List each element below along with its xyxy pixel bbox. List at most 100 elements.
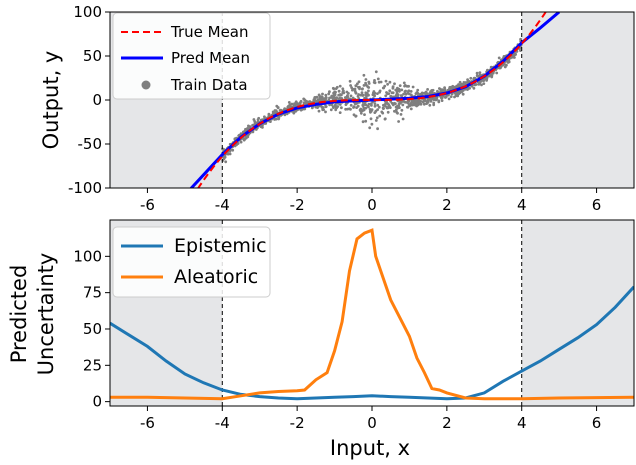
train-data-point [375,116,379,120]
train-data-point [348,79,352,83]
train-data-point [400,88,404,92]
train-data-point [327,92,331,96]
train-data-point [303,107,307,111]
train-data-point [403,90,407,94]
train-data-point [386,102,390,106]
train-data-point [381,106,385,110]
train-data-point [330,95,334,99]
train-data-point [356,94,360,98]
y-tick-label: -100 [68,179,102,197]
train-data-point [324,93,328,97]
train-data-point [475,74,479,78]
train-data-point [321,106,325,109]
train-data-point [384,94,388,98]
train-data-point [437,99,441,103]
train-data-point [432,101,436,105]
y-tick-label: 0 [92,91,102,109]
epistemic-line [110,285,634,401]
train-data-point [406,105,410,109]
train-data-point [380,110,384,114]
train-data-point [342,89,345,93]
train-data-point [473,76,477,80]
train-data-point [409,107,413,111]
train-data-point [312,99,316,102]
legend-aleatoric-label: Aleatoric [174,266,258,288]
bottom-x-ticks: -6 -4 -2 0 2 4 6 [140,406,601,432]
y-tick-label: 100 [73,3,102,21]
x-tick-label: 6 [592,196,602,214]
train-data-point [458,80,462,84]
train-data-point [349,103,353,107]
bottom-ood-right-region [521,220,634,406]
train-data-point [248,125,252,128]
y-tick-label: 50 [83,320,102,338]
x-tick-label: 6 [592,414,602,432]
train-data-point [394,95,397,98]
bottom-panel: -6 -4 -2 0 2 4 6 0 25 50 75 100 Predicted Uncertai… [7,219,635,460]
train-data-point [388,106,392,109]
train-data-point [480,83,483,87]
train-data-point [359,111,363,115]
y-tick-label: 0 [92,393,102,411]
train-data-point [362,73,366,77]
train-data-point [449,95,453,98]
train-data-point [333,92,337,96]
train-data-point [438,87,441,90]
train-data-point [393,82,396,86]
train-data-point [224,160,228,164]
train-data-point [439,90,443,93]
train-data-point [373,102,377,105]
train-data-point [367,80,371,84]
train-data-point [370,104,373,107]
train-data-point [358,87,361,91]
train-data-point [402,92,405,96]
train-data-point [402,81,406,85]
train-data-point [354,114,358,118]
train-data-point [466,78,469,81]
train-data-point [364,78,368,81]
train-data-point [376,77,380,81]
train-data-point [416,88,420,92]
train-data-point [239,132,243,136]
train-data-point [373,111,377,114]
train-data-point [367,93,370,97]
train-data-point [246,135,250,139]
train-data-point [328,96,331,100]
train-data-point [475,71,479,75]
train-data-point [369,117,373,121]
train-data-point [329,108,333,112]
train-data-point [285,112,289,116]
train-data-point [275,110,279,114]
train-data-point [335,85,339,89]
train-data-point [396,104,399,108]
train-data-point [386,92,389,96]
train-data-point [288,103,292,107]
train-data-point [239,140,243,144]
train-data-point [354,102,358,106]
train-data-point [433,96,437,100]
train-data-point [374,70,378,74]
train-data-point [347,92,350,95]
train-data-point [377,105,381,109]
train-data-point [328,90,331,94]
train-data-point [386,110,390,114]
top-panel: -6 -4 -2 0 2 4 6 100 50 0 -50 -100 Output, y True … [39,3,635,214]
bottom-y-axis-label-line2: Uncertainty [34,253,58,376]
train-data-point [482,82,486,85]
train-data-point [362,108,365,112]
train-data-point [351,87,355,91]
train-data-point [400,108,404,112]
train-data-point [400,94,404,98]
train-data-point [411,85,415,89]
train-data-point [363,113,366,116]
train-data-point [468,86,471,90]
train-data-point [228,149,232,153]
train-data-point [373,104,377,108]
train-data-point [381,86,385,90]
train-data-point [396,111,399,115]
y-tick-label: 75 [83,284,102,302]
train-data-point [347,97,351,101]
train-data-point [354,84,358,88]
train-data-point [322,108,325,111]
x-tick-label: 4 [517,414,527,432]
